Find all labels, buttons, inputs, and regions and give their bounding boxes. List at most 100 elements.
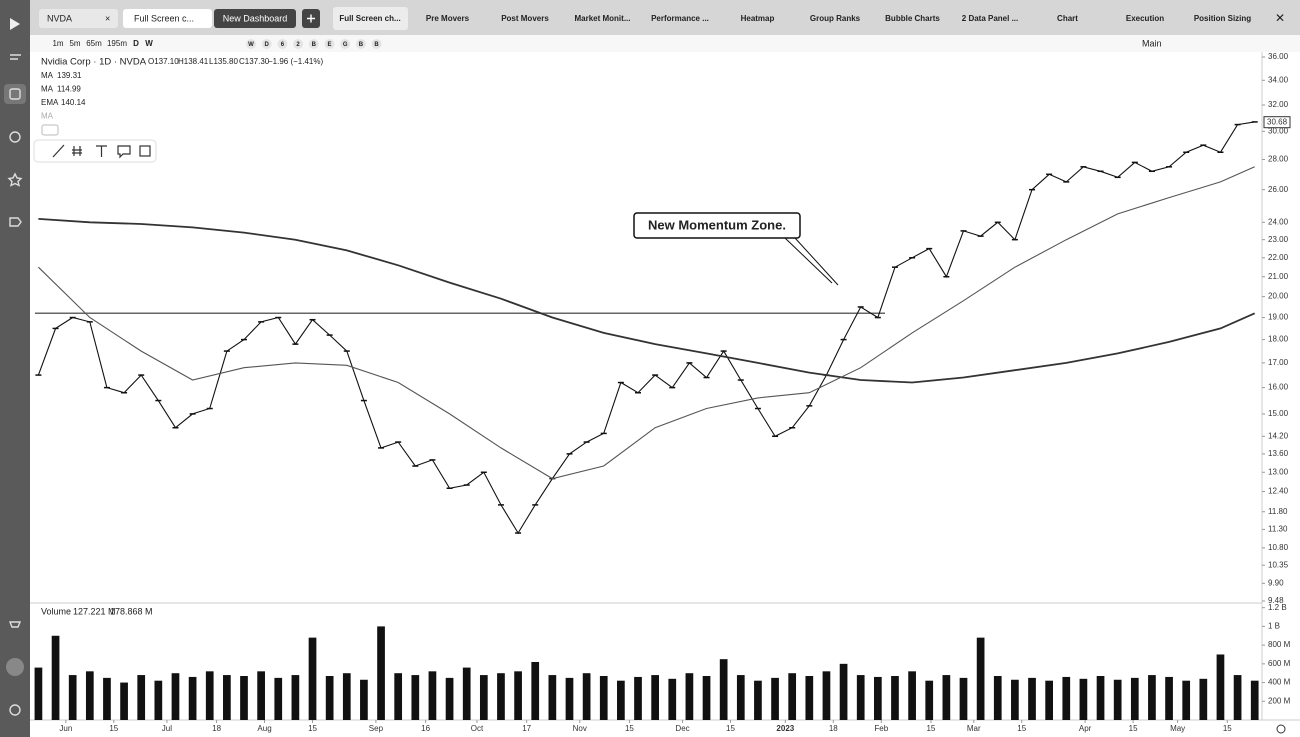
- close-icon[interactable]: ×: [105, 13, 110, 23]
- collapse-button[interactable]: [41, 124, 59, 136]
- price-line: [37, 121, 1255, 535]
- chart-icon-bg[interactable]: [4, 84, 26, 104]
- cap-icon[interactable]: [8, 621, 22, 628]
- page-tab[interactable]: Performance ...: [651, 14, 709, 23]
- trendline-tool[interactable]: [52, 144, 65, 158]
- symbol-tab[interactable]: [39, 9, 118, 28]
- interval-button[interactable]: 65m: [86, 39, 102, 48]
- page-tab[interactable]: Execution: [1126, 14, 1164, 23]
- channel-tool[interactable]: [72, 146, 82, 156]
- y-tick-label: 11.80: [1268, 507, 1288, 516]
- indicator-badge[interactable]: [261, 39, 272, 49]
- volume-bar: [34, 667, 43, 720]
- last-price-box: [1263, 116, 1291, 129]
- page-tab[interactable]: Heatmap: [741, 14, 775, 23]
- page-tab[interactable]: Full Screen ch...: [339, 14, 400, 23]
- indicator-badge-label: W: [248, 42, 254, 48]
- page-tab[interactable]: Position Sizing: [1194, 14, 1251, 23]
- interval-button[interactable]: 195m: [107, 39, 127, 48]
- text-tool[interactable]: [96, 145, 107, 157]
- indicator-badge-label: B: [312, 42, 317, 48]
- page-tab[interactable]: Market Monit...: [574, 14, 630, 23]
- volume-bar: [719, 659, 728, 720]
- avatar[interactable]: [6, 658, 24, 676]
- volume-bar: [702, 676, 711, 720]
- page-tab[interactable]: Group Ranks: [810, 14, 861, 23]
- x-tick-label: 2023: [776, 724, 794, 733]
- indicator-badge[interactable]: [293, 39, 304, 49]
- page-tab[interactable]: Chart: [1057, 14, 1078, 23]
- x-tick-label: 18: [212, 724, 221, 733]
- x-tick-label: 16: [421, 724, 430, 733]
- x-tick-label: Oct: [471, 724, 484, 733]
- dashboard-tab-label: New Dashboard: [223, 13, 288, 23]
- x-tick-label: 15: [308, 724, 317, 733]
- volume-y-tick-label: 600 M: [1268, 659, 1291, 668]
- volume-bar: [582, 673, 591, 720]
- star-icon[interactable]: [7, 172, 23, 187]
- page-tab[interactable]: Bubble Charts: [885, 14, 940, 23]
- indicator-badge[interactable]: [308, 39, 319, 49]
- radar-icon[interactable]: [9, 131, 21, 143]
- volume-bar: [428, 671, 437, 720]
- interval-button[interactable]: W: [145, 39, 153, 48]
- interval-button[interactable]: D: [133, 39, 139, 48]
- y-tick-label: 24.00: [1268, 217, 1289, 226]
- page-tab[interactable]: Post Movers: [501, 14, 549, 23]
- volume-bar: [120, 682, 128, 720]
- menu-icon[interactable]: [10, 54, 21, 60]
- indicator-badge[interactable]: [371, 39, 382, 49]
- volume-bar: [360, 679, 368, 720]
- tag-icon[interactable]: [9, 217, 22, 227]
- indicator-badge[interactable]: [277, 39, 288, 49]
- chart-icon[interactable]: [9, 88, 21, 100]
- active-page-tab[interactable]: [333, 7, 408, 30]
- indicator-value: 114.99: [57, 85, 81, 94]
- quote-value: −1.96 (−1.41%): [268, 57, 323, 66]
- volume-label: 178.868 M: [110, 606, 153, 616]
- x-tick-label: 15: [1223, 724, 1232, 733]
- indicator-badge[interactable]: [246, 39, 256, 49]
- page-tab[interactable]: Pre Movers: [426, 14, 470, 23]
- indicator-name: MA: [41, 112, 54, 121]
- y-tick-label: 34.00: [1268, 75, 1289, 84]
- volume-bar: [1045, 680, 1054, 720]
- dashboard-tab[interactable]: [214, 9, 296, 28]
- close-window[interactable]: ✕: [1275, 11, 1285, 25]
- volume-bar: [223, 675, 231, 720]
- settings-icon[interactable]: [1276, 724, 1286, 734]
- help-icon[interactable]: [9, 704, 21, 716]
- rectangle-tool[interactable]: [139, 145, 151, 157]
- volume-bar: [171, 673, 180, 720]
- volume-bar: [308, 637, 317, 720]
- x-tick-label: Sep: [369, 724, 384, 733]
- indicator-badge[interactable]: [324, 39, 335, 49]
- x-tick-label: 15: [625, 724, 634, 733]
- y-tick-label: 13.60: [1268, 449, 1289, 458]
- volume-bar: [1182, 680, 1191, 720]
- indicator-badge[interactable]: [355, 39, 366, 49]
- layout-tab[interactable]: [123, 9, 212, 28]
- y-tick-label: 9.90: [1268, 578, 1284, 587]
- volume-bar: [85, 671, 94, 720]
- volume-y-tick-label: 1 B: [1268, 622, 1280, 631]
- volume-bar: [754, 680, 762, 720]
- indicator-badge[interactable]: [340, 39, 351, 49]
- volume-bar: [993, 676, 1002, 720]
- volume-bar: [1113, 679, 1122, 720]
- volume-bar: [565, 677, 574, 720]
- indicator-badge-label: G: [343, 42, 348, 48]
- note-tool[interactable]: [117, 145, 131, 159]
- page-tab[interactable]: 2 Data Panel ...: [962, 14, 1018, 23]
- volume-bar: [1148, 675, 1156, 720]
- interval-button[interactable]: 1m: [52, 39, 63, 48]
- indicator-badge-label: 6: [281, 42, 285, 48]
- y-tick-label: 17.00: [1268, 358, 1289, 367]
- volume-bar: [891, 676, 899, 720]
- volume-bar: [805, 676, 814, 720]
- volume-bar: [822, 671, 831, 720]
- y-tick-label: 11.30: [1268, 525, 1288, 534]
- y-tick-label: 9.48: [1268, 596, 1284, 605]
- interval-button[interactable]: 5m: [69, 39, 80, 48]
- y-tick-label: 26.00: [1268, 185, 1289, 194]
